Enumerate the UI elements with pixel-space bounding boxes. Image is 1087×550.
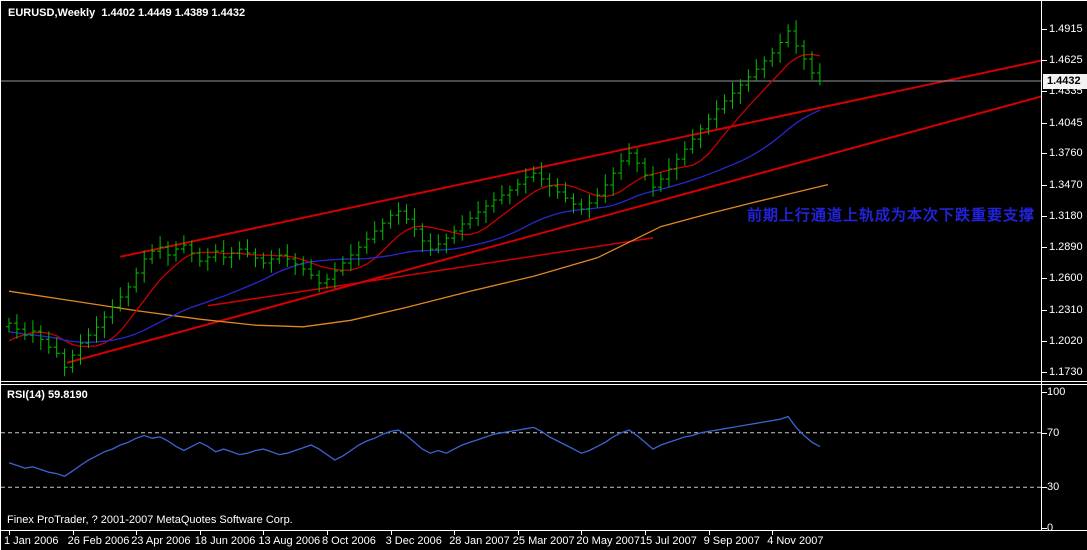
trendline-1 (66, 95, 1041, 364)
price-tick-mark (1042, 278, 1047, 280)
price-tick-label: 1.3760 (1049, 147, 1083, 160)
price-tick-mark (1042, 340, 1047, 342)
price-tick-mark (1042, 91, 1047, 93)
rsi-level-label: 0 (1047, 522, 1054, 534)
rsi-tick-mark (1042, 392, 1047, 393)
price-tick-label: 1.2890 (1049, 241, 1083, 254)
rsi-tick-mark (1042, 432, 1047, 434)
date-tick-label: 4 Nov 2007 (767, 535, 824, 547)
date-tick-mark (390, 531, 392, 535)
price-tick-label: 1.2310 (1049, 303, 1083, 316)
symbol-title: EURUSD,Weekly 1.4402 1.4449 1.4389 1.443… (8, 7, 246, 19)
chart-annotation-text: 前期上行通道上轨成为本次下跌重要支撑 (747, 207, 1036, 224)
price-tick-mark (1042, 372, 1047, 373)
medium-ma-line (8, 109, 821, 343)
price-tick-label: 1.2600 (1049, 272, 1083, 285)
date-tick-label: 13 Aug 2006 (258, 535, 321, 547)
date-axis-separator (1, 530, 1087, 531)
date-tick-mark (645, 531, 646, 535)
price-tick-label: 1.4045 (1049, 116, 1083, 129)
price-tick-label: 1.3470 (1049, 178, 1083, 191)
date-tick-label: 25 Mar 2007 (512, 535, 575, 547)
date-tick-mark (772, 531, 774, 535)
price-axis-border (1041, 1, 1042, 530)
price-tick-label: 1.2020 (1049, 334, 1083, 347)
date-tick-mark (517, 531, 519, 535)
date-tick-mark (581, 531, 583, 535)
price-tick-label: 1.1730 (1049, 366, 1083, 378)
rsi-tick-mark (1042, 528, 1047, 529)
rsi-indicator-label: RSI(14) 59.8190 (7, 389, 88, 401)
date-tick-label: 8 Oct 2006 (322, 535, 376, 547)
price-tick-mark (1042, 184, 1047, 186)
trendline-0 (120, 59, 1041, 258)
price-tick-mark (1042, 122, 1047, 124)
rsi-level-label: 30 (1047, 481, 1060, 494)
price-tick-mark (1042, 215, 1047, 217)
date-tick-mark (199, 531, 201, 535)
date-tick-mark (454, 531, 456, 535)
date-tick-label: 26 Feb 2006 (67, 535, 130, 547)
price-tick-label: 1.4915 (1049, 23, 1083, 35)
rsi-line (8, 415, 821, 478)
rsi-indicator-plot[interactable] (1, 385, 1041, 530)
main-chart-plot[interactable] (1, 1, 1041, 381)
date-tick-label: 23 Apr 2006 (131, 535, 191, 547)
price-tick-label: 1.4335 (1049, 85, 1083, 98)
date-tick-label: 3 Dec 2006 (385, 535, 442, 547)
date-tick-mark (263, 531, 265, 535)
date-tick-label: 28 Jan 2007 (449, 535, 510, 547)
price-tick-mark (1042, 153, 1047, 155)
trendline-2 (207, 237, 654, 307)
date-tick-mark (327, 531, 328, 535)
fast-ma-line (8, 53, 821, 348)
price-tick-mark (1042, 29, 1047, 30)
date-tick-mark (136, 531, 138, 535)
date-tick-mark (9, 531, 10, 535)
rsi-level-label: 100 (1047, 386, 1066, 398)
date-tick-label: 15 Jul 2007 (640, 535, 697, 547)
date-tick-label: 18 Jun 2006 (194, 535, 256, 547)
price-tick-mark (1042, 60, 1047, 62)
price-tick-mark (1042, 309, 1047, 311)
main-panel-separator[interactable] (1, 381, 1087, 382)
date-tick-label: 1 Jan 2006 (4, 535, 59, 547)
date-tick-mark (708, 531, 710, 535)
date-axis[interactable]: 1 Jan 2006 26 Feb 2006 23 Apr 2006 18 Jun 2… (1, 531, 1087, 550)
rsi-panel-separator[interactable] (1, 384, 1087, 385)
slow-ma-line (8, 183, 829, 328)
date-tick-mark (72, 531, 74, 535)
copyright-credit: Finex ProTrader, ? 2001-2007 MetaQuotes … (7, 514, 293, 526)
price-bars (6, 20, 823, 377)
rsi-tick-mark (1042, 487, 1047, 489)
date-tick-label: 9 Sep 2007 (703, 535, 760, 547)
current-price-tag: 1.4432 (1043, 74, 1087, 89)
date-tick-label: 20 May 2007 (576, 535, 640, 547)
rsi-level-label: 70 (1047, 426, 1060, 439)
price-tick-label: 1.3180 (1049, 209, 1083, 222)
price-tick-label: 1.4625 (1049, 54, 1083, 67)
price-tick-mark (1042, 247, 1047, 249)
